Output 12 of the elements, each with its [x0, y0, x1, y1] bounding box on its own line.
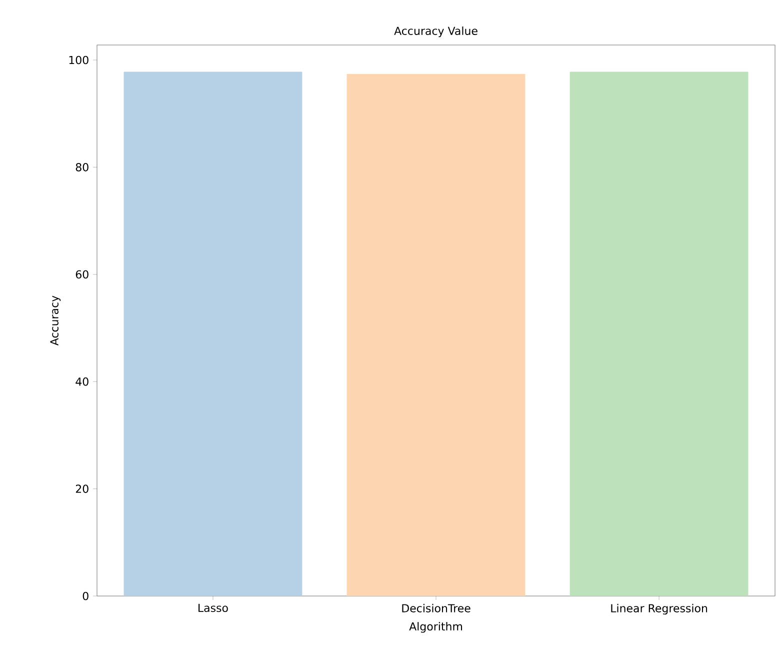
y-tick-label: 20 — [76, 484, 88, 493]
x-axis-title: Algorithm — [409, 622, 462, 633]
chart-title: Accuracy Value — [394, 26, 478, 38]
y-axis-title: Accuracy — [50, 296, 61, 346]
y-tick-label: 0 — [82, 592, 88, 600]
x-tick-label: DecisionTree — [402, 604, 470, 612]
x-tick-label: Lasso — [198, 604, 228, 612]
y-tick-label: 60 — [76, 270, 88, 279]
x-tick-label: Linear Regression — [611, 604, 708, 615]
y-tick-label: 80 — [76, 163, 88, 172]
y-tick-label: 40 — [76, 377, 88, 386]
y-tick-label: 100 — [69, 56, 88, 64]
